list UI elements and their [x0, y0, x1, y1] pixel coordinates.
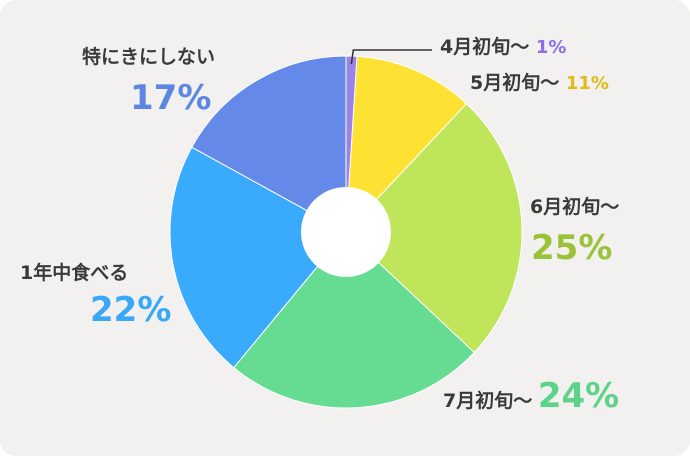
label-4gatsu: 4月初旬〜 1% — [440, 32, 566, 59]
pct-6gatsu: 25% — [531, 228, 612, 268]
pct-tokuni: 17% — [130, 78, 211, 118]
label-ichinenju: 1年中食べる — [20, 258, 128, 285]
pct-7gatsu: 24% — [537, 376, 620, 416]
slice-ichinenju — [169, 146, 347, 369]
slice-6gatsu — [345, 102, 523, 354]
label-5gatsu-text: 5月初旬〜 — [470, 72, 560, 94]
slice-tokuni — [191, 55, 347, 233]
label-tokuni: 特にきにしない — [82, 42, 215, 69]
slice-7gatsu — [233, 231, 476, 409]
label-6gatsu: 6月初旬〜 — [530, 192, 619, 219]
pct-tokuni-text: 17% — [130, 78, 212, 118]
label-7gatsu-text: 7月初旬〜 — [443, 390, 533, 412]
pct-5gatsu: 11% — [565, 73, 609, 94]
pct-ichinenju: 22% — [90, 290, 171, 330]
pct-ichinenju-text: 22% — [90, 290, 172, 330]
donut-hole — [301, 187, 391, 277]
label-tokuni-text: 特にきにしない — [82, 46, 216, 68]
label-5gatsu: 5月初旬〜 11% — [470, 68, 609, 95]
label-7gatsu: 7月初旬〜 24% — [443, 376, 619, 416]
slice-5gatsu — [345, 55, 468, 234]
pct-6gatsu-text: 25% — [531, 228, 613, 268]
leader-line-4gatsu — [350, 49, 432, 65]
label-4gatsu-text: 4月初旬〜 — [440, 36, 530, 58]
label-ichinenju-text: 1年中食べる — [20, 262, 129, 284]
pct-4gatsu: 1% — [535, 37, 567, 58]
label-6gatsu-text: 6月初旬〜 — [530, 196, 620, 218]
